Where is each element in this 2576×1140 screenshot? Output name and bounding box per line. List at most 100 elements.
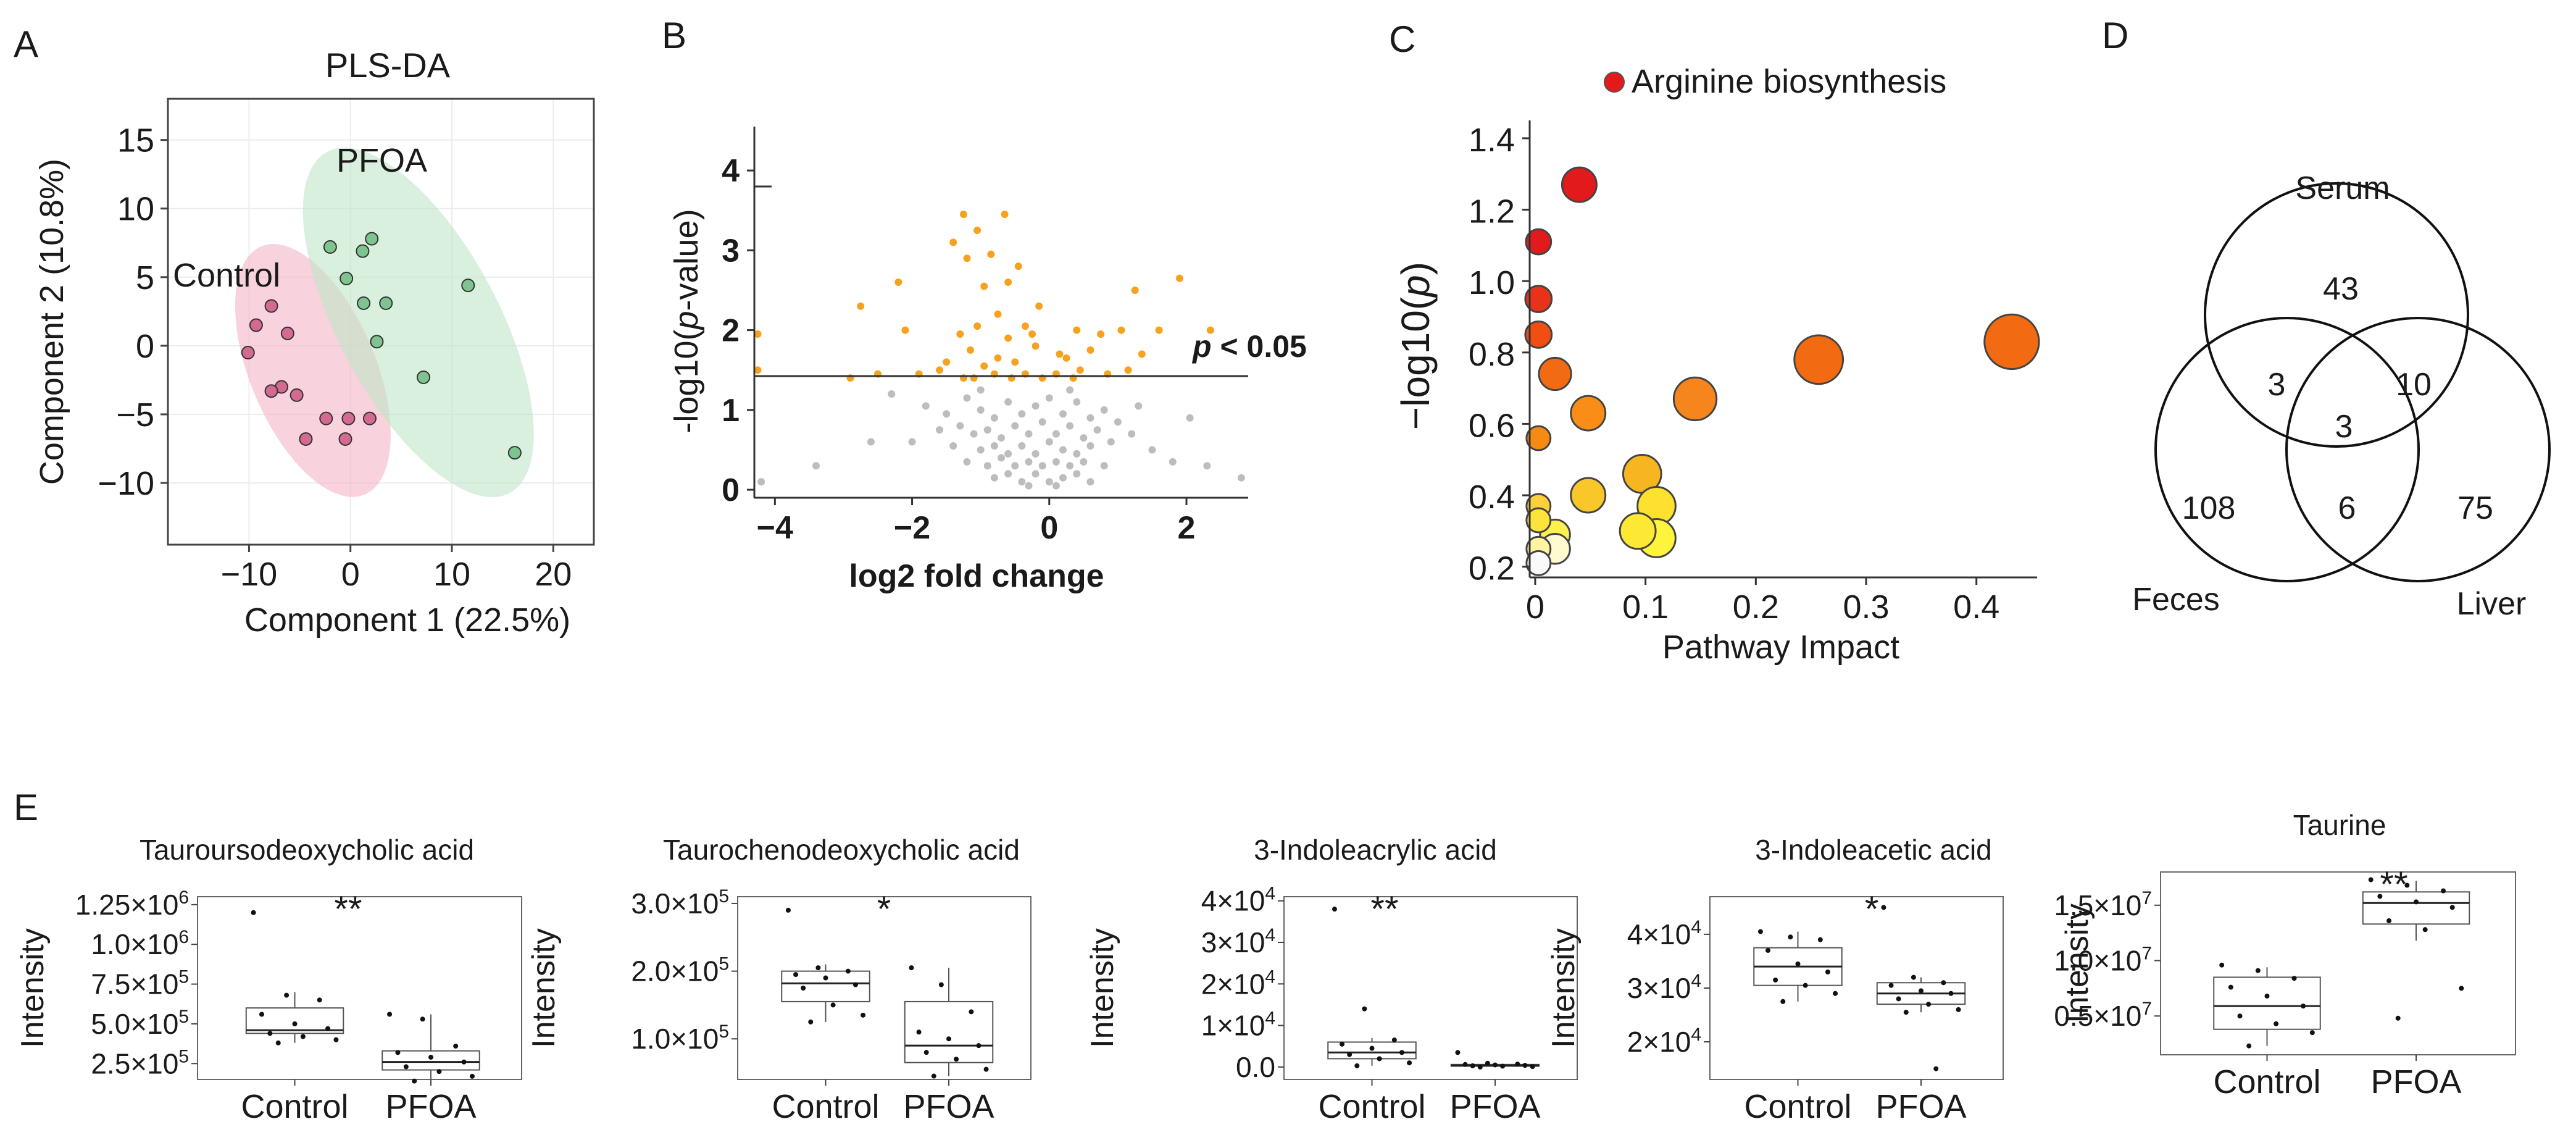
pathway-y-tick-label: 1.4 (1469, 122, 1515, 159)
volcano-point-ns (956, 422, 964, 430)
volcano-point-ns (1086, 414, 1094, 422)
volcano-point-sig (1062, 354, 1070, 362)
venn-count-all-three: 3 (2335, 409, 2353, 445)
volcano-point-ns (908, 438, 916, 446)
boxplot-y-tick-label: 2.0×105 (631, 954, 729, 987)
tick-mantissa: 3 (1627, 972, 1643, 1004)
pls-da-y-tick-label: −10 (98, 465, 154, 502)
volcano-point-ns (990, 442, 998, 450)
volcano-point-ns (867, 438, 875, 446)
venn-circle-feces (2154, 317, 2420, 582)
boxplot-5: Taurine**Intensity1.5×1071.0×1070.5×107C… (2054, 809, 2516, 1100)
volcano-point-sig (1035, 302, 1043, 310)
pathway-bubble (1525, 425, 1552, 451)
boxplot-title: Taurine (2293, 809, 2386, 841)
boxplot-point (1933, 1066, 1939, 1071)
boxplot-point (2228, 984, 2233, 990)
tick-exponent: 5 (178, 1007, 189, 1027)
boxplot-point (801, 986, 806, 991)
boxplot-point (1803, 983, 1808, 988)
pls-da-x-tick-label: −10 (221, 556, 278, 593)
pls-da-point-control (299, 432, 313, 446)
volcano-point-ns (1128, 430, 1136, 438)
pathway-bubble (1525, 228, 1553, 256)
boxplot-y-tick-label: 3.0×105 (631, 886, 729, 920)
volcano-point-ns (1059, 474, 1067, 482)
tick-exponent: 4 (1691, 971, 1701, 991)
boxplot-point (325, 1026, 331, 1031)
tick-mantissa: 1.25 (75, 889, 131, 921)
volcano-threshold-p: p (1191, 329, 1212, 364)
volcano-point-ns (1025, 458, 1033, 466)
pathway-y-axis-label: −log10(p) (1393, 262, 1438, 430)
boxplot-point (1881, 905, 1886, 910)
venn-count-feces-liver: 6 (2338, 490, 2356, 526)
pls-da-x-tick-label: 10 (433, 556, 470, 593)
volcano-x-tick-label: −4 (757, 510, 793, 546)
tick-mantissa: 2 (1201, 968, 1217, 1000)
boxplot-point (2237, 1013, 2243, 1019)
boxplot-4: 3-Indoleacetic acid*Intensity 4×1043×1042… (1546, 834, 2004, 1125)
boxplot-point (2414, 899, 2419, 905)
pathway-ticks: 0 0.1 0.2 0.3 0.4 1.4 1.2 1.0 0.8 0.6 0.4 0.2 (1469, 122, 1999, 626)
venn-label-liver: Liver (2457, 586, 2527, 622)
volcano-point-ns (990, 414, 998, 422)
volcano-point-ns (963, 458, 971, 466)
tick-mantissa: 7.5 (91, 968, 130, 1000)
boxplot-point (946, 1036, 951, 1042)
boxplot-x-tick-label: Control (241, 1088, 348, 1125)
pathway-y-tick-label: 0.4 (1469, 479, 1515, 516)
tick-mantissa: 4 (1201, 885, 1217, 917)
volcano-y-label-p: p (668, 311, 705, 330)
volcano-point-ns (1066, 422, 1074, 430)
volcano-point-ns (1080, 458, 1088, 466)
boxplot-y-tick-label: 2×104 (1627, 1025, 1701, 1058)
pls-da-ticks: −10 0 10 20 15 10 5 0 −5 −10 (98, 122, 572, 593)
volcano-point-sig (754, 330, 762, 338)
boxplot-y-axis-label: Intensity (1085, 928, 1120, 1048)
volcano-point-ns (977, 406, 985, 414)
boxplot-point (983, 1067, 989, 1072)
pathway-x-tick-label: 0.1 (1622, 589, 1669, 626)
pathway-legend-label: Arginine biosynthesis (1632, 63, 1946, 100)
boxplot-point (1462, 1062, 1468, 1067)
volcano-point-ns (1237, 474, 1245, 482)
boxplot-point (969, 1009, 974, 1015)
volcano-x-tick-label: 0 (1040, 510, 1058, 546)
pathway-bubble (1672, 376, 1718, 422)
boxplot-point (931, 1073, 936, 1079)
venn-panel: Serum Feces Liver 43 3 10 3 108 6 75 (2132, 170, 2551, 622)
pls-da-point-pfoa (379, 296, 393, 311)
tick-times: ×10 (670, 1023, 719, 1055)
volcano-y-tick-label: 2 (722, 313, 740, 349)
boxplot-y-tick-label: 1.0×107 (2054, 944, 2152, 977)
boxplot-point (1765, 948, 1771, 953)
boxplot-point (395, 1050, 401, 1055)
volcano-point-sig (1014, 262, 1022, 270)
tick-times: ×10 (130, 1008, 178, 1040)
volcano-point-sig (956, 330, 964, 338)
venn-circle-liver (2285, 317, 2551, 582)
boxplot-point (2377, 894, 2383, 899)
pathway-y-label-b: ) (1393, 262, 1438, 275)
volcano-point-ns (943, 410, 951, 418)
boxplot-point (1407, 1060, 1412, 1066)
pathway-y-tick-label: 1.0 (1469, 264, 1515, 301)
volcano-point-ns (1148, 446, 1156, 454)
boxplot-point (275, 1040, 281, 1046)
pathway-y-tick-label: 0.8 (1469, 336, 1515, 373)
boxplot-point (1500, 1063, 1506, 1069)
volcano-threshold-rest: < 0.05 (1212, 329, 1307, 364)
boxplot-y-axis-label: Intensity (1546, 928, 1582, 1048)
volcano-y-tick-label: 1 (722, 393, 740, 429)
boxplot-point (2309, 1030, 2315, 1036)
tick-mantissa: 3 (1201, 926, 1217, 958)
tick-times: ×10 (2093, 1000, 2141, 1032)
boxplot-point (1795, 961, 1801, 966)
tick-mantissa: 2.5 (91, 1047, 130, 1079)
volcano-point-ns (1135, 402, 1143, 410)
boxplot-point (2386, 918, 2392, 923)
volcano-point-sig (994, 310, 1002, 318)
volcano-point-ns (963, 394, 971, 402)
volcano-point-ns (1045, 394, 1053, 402)
